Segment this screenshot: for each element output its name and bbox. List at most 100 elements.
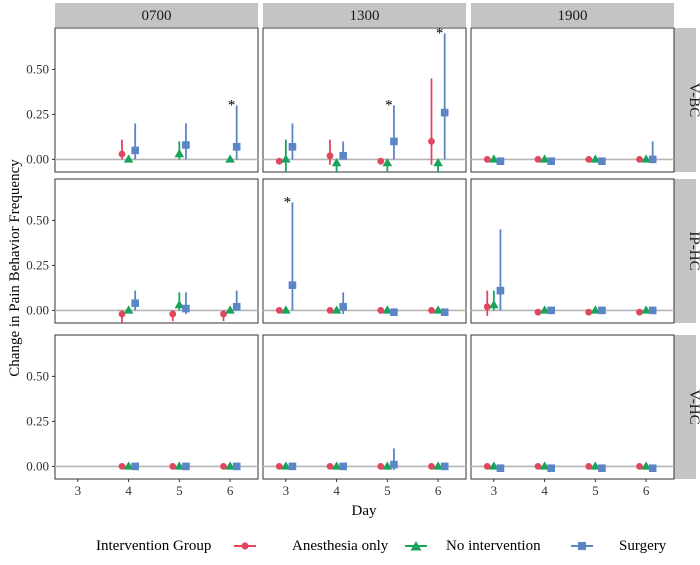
x-axis-title: Day (352, 503, 377, 519)
point-no-intervention (433, 158, 443, 167)
point-no-intervention (123, 154, 134, 163)
point-anesthesia-only (483, 463, 491, 470)
x-tick-label: 4 (125, 483, 132, 498)
point-anesthesia-only (585, 308, 593, 316)
panel-ip-hc-1300: * (262, 178, 467, 324)
point-no-intervention (590, 305, 601, 314)
point-anesthesia-only (585, 156, 593, 163)
legend: Intervention Group Anesthesia only No in… (96, 538, 667, 554)
legend-item-surgery: Surgery (571, 538, 667, 554)
point-surgery (182, 462, 190, 471)
point-surgery (390, 460, 398, 469)
point-anesthesia-only (636, 156, 643, 163)
point-surgery (390, 137, 398, 146)
point-anesthesia-only (483, 303, 491, 311)
point-surgery (339, 303, 347, 311)
point-anesthesia-only (275, 157, 283, 165)
point-no-intervention (281, 461, 291, 470)
y-tick-label: 0.00 (26, 458, 49, 473)
legend-label-anesthesia-only: Anesthesia only (292, 538, 389, 554)
point-anesthesia-only (326, 307, 334, 314)
point-anesthesia-only (377, 307, 385, 314)
point-surgery (288, 143, 297, 151)
point-surgery (547, 464, 555, 472)
panel-v-bc-1300: ** (262, 25, 467, 173)
point-surgery (440, 108, 449, 117)
point-no-intervention (433, 461, 443, 470)
significance-star: * (228, 97, 236, 113)
panel-ip-hc-1900 (470, 178, 675, 324)
x-tick-label: 3 (283, 483, 290, 498)
point-surgery (288, 281, 297, 289)
point-anesthesia-only (377, 157, 385, 165)
point-no-intervention (174, 461, 185, 470)
point-no-intervention (489, 300, 499, 309)
legend-title: Intervention Group (96, 538, 211, 554)
panel-frame (470, 334, 675, 480)
point-no-intervention (225, 154, 235, 163)
panel-v-bc-1900 (470, 27, 675, 173)
point-anesthesia-only (220, 463, 227, 470)
point-no-intervention (123, 461, 134, 470)
x-tick-label: 3 (491, 483, 498, 498)
point-no-intervention (539, 154, 550, 163)
point-surgery (232, 303, 241, 311)
point-anesthesia-only (428, 463, 435, 470)
point-anesthesia-only (534, 308, 542, 316)
point-surgery (288, 462, 297, 471)
point-no-intervention (123, 305, 134, 314)
point-surgery (496, 464, 505, 472)
point-no-intervention (281, 305, 291, 314)
point-surgery (339, 462, 347, 471)
legend-key-circle-icon (241, 542, 249, 550)
panel-frame (54, 334, 259, 480)
point-surgery (598, 306, 606, 315)
x-tick-label: 6 (227, 483, 234, 498)
point-no-intervention (174, 300, 185, 309)
point-no-intervention (281, 154, 291, 163)
point-no-intervention (433, 305, 443, 314)
point-surgery (598, 157, 606, 165)
point-surgery (648, 464, 657, 472)
point-surgery (182, 141, 190, 149)
point-anesthesia-only (377, 463, 385, 470)
point-surgery (232, 462, 241, 471)
point-anesthesia-only (118, 463, 126, 470)
significance-star: * (284, 194, 292, 210)
column-strip-label-0700: 0700 (142, 8, 172, 24)
y-tick-label: 0.00 (26, 302, 49, 317)
y-tick-label: 0.50 (26, 368, 49, 383)
point-no-intervention (641, 154, 651, 163)
point-surgery (648, 306, 657, 315)
row-strip-v-hc (674, 335, 696, 479)
panel-frame (470, 178, 675, 324)
y-axis-title: Change in Pain Behavior Frequency (7, 159, 23, 377)
point-anesthesia-only (483, 156, 491, 163)
y-tick-label: 0.50 (26, 212, 49, 227)
point-surgery (390, 308, 398, 316)
panel-v-hc-1300 (262, 334, 467, 480)
point-anesthesia-only (118, 150, 126, 158)
point-anesthesia-only (118, 310, 126, 318)
point-no-intervention (331, 158, 342, 167)
column-strip-1900 (471, 3, 674, 27)
legend-label-no-intervention: No intervention (446, 538, 541, 554)
point-surgery (547, 306, 555, 315)
point-no-intervention (225, 305, 235, 314)
panel-frame (54, 27, 259, 173)
point-surgery (496, 157, 505, 165)
legend-key-square-icon (578, 542, 586, 550)
panel-frame (262, 178, 467, 324)
point-anesthesia-only (428, 138, 435, 145)
point-anesthesia-only (534, 156, 542, 163)
panel-v-hc-0700 (54, 334, 259, 480)
significance-star: * (436, 25, 444, 41)
row-strip-v-bc (674, 28, 696, 172)
point-surgery (648, 155, 657, 164)
row-strip-ip-hc (674, 179, 696, 323)
x-tick-label: 6 (643, 483, 650, 498)
x-tick-label: 5 (176, 483, 183, 498)
point-anesthesia-only (275, 307, 283, 314)
point-anesthesia-only (534, 463, 542, 470)
